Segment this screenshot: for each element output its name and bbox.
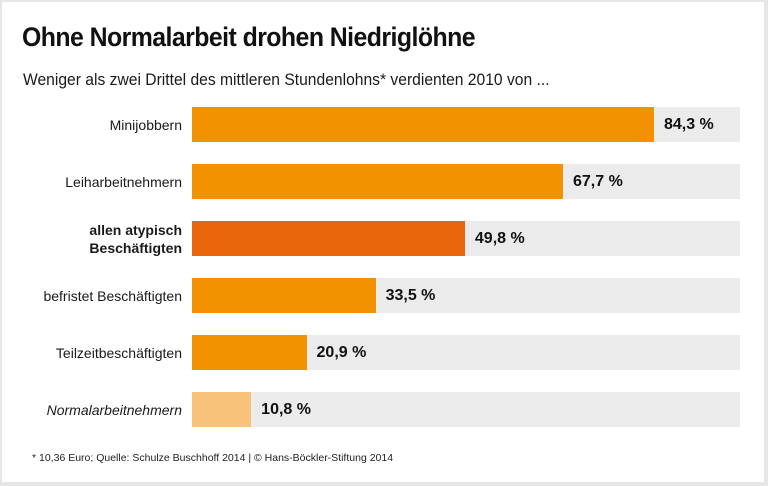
category-label: Leiharbeitnehmern: [65, 173, 182, 190]
value-label: 33,5 %: [385, 286, 436, 304]
bar: [192, 392, 252, 427]
bar: [192, 221, 465, 256]
bar-row: allen atypisch Beschäftigten 49,8 %: [2, 221, 764, 256]
bar-track: 84,3 %: [192, 107, 740, 142]
category-label: Teilzeitbeschäftigten: [55, 344, 182, 361]
bar: [192, 107, 654, 142]
bar: [192, 278, 376, 313]
bar-track: 33,5 %: [192, 278, 740, 313]
category-label: befristet Beschäftigten: [43, 287, 182, 304]
bar-row: befristet Beschäftigten 33,5 %: [2, 278, 764, 313]
bar: [192, 164, 563, 199]
bar-track: 67,7 %: [192, 164, 740, 199]
footnote: * 10,36 Euro; Quelle: Schulze Buschhoff …: [32, 452, 394, 464]
value-label: 49,8 %: [474, 229, 525, 247]
bar-row: Teilzeitbeschäftigten 20,9 %: [2, 335, 764, 370]
category-label: Minijobbern: [109, 116, 182, 133]
category-label: allen atypisch Beschäftigten: [89, 221, 182, 256]
chart-subtitle: Weniger als zwei Drittel des mittleren S…: [23, 70, 550, 89]
category-label: Normalarbeitnehmern: [46, 401, 182, 418]
value-label: 67,7 %: [572, 172, 623, 190]
chart-title: Ohne Normalarbeit drohen Niedriglöhne: [22, 22, 476, 52]
bar: [192, 335, 307, 370]
bar-track: 10,8 %: [192, 392, 740, 427]
bar-row: Leiharbeitnehmern 67,7 %: [2, 164, 764, 199]
bar-row: Minijobbern 84,3 %: [2, 107, 764, 142]
bar-track: 20,9 %: [192, 335, 740, 370]
value-label: 10,8 %: [261, 400, 311, 418]
bar-row: Normalarbeitnehmern 10,8 %: [2, 392, 764, 427]
chart-card: Ohne Normalarbeit drohen Niedriglöhne We…: [2, 2, 764, 482]
bar-track: 49,8 %: [192, 221, 740, 256]
value-label: 84,3 %: [663, 115, 714, 133]
value-label: 20,9 %: [316, 343, 367, 361]
